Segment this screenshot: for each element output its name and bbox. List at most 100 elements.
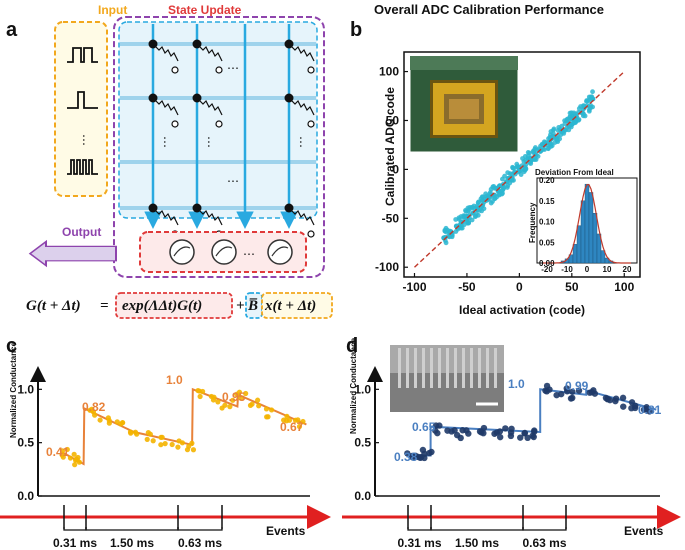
scatter-point <box>502 173 507 179</box>
resistor-terminal <box>215 120 223 128</box>
scatter-point <box>456 216 462 222</box>
inset-x-tick-label: 10 <box>603 265 612 274</box>
scatter-point <box>488 200 494 206</box>
interval-bracket <box>85 527 179 531</box>
y-tick-label: 0.5 <box>17 436 34 450</box>
measured-point <box>517 434 524 441</box>
equation-equals: = <box>100 298 109 314</box>
measured-point <box>543 382 551 390</box>
measured-point <box>227 404 233 410</box>
measured-point <box>496 433 504 441</box>
resistor-icon <box>290 209 315 226</box>
measured-point <box>491 430 498 437</box>
peak-value-label: 0.41 <box>46 445 70 459</box>
interval-bracket <box>177 527 223 531</box>
sem-stripe <box>446 348 449 388</box>
crossbar-grid: ⋯ ⋯ ⋯ ⋯ ⋯ <box>120 24 316 238</box>
scatter-point <box>573 111 578 117</box>
equation-term1-box <box>115 292 233 319</box>
measured-point <box>238 395 244 401</box>
inset-x-tick-label: 20 <box>623 265 632 274</box>
scatter-point <box>480 198 486 203</box>
equation-term3: x(t + Δt) <box>264 298 316 314</box>
measured-point <box>114 419 120 425</box>
measured-point <box>128 430 134 436</box>
scatter-point <box>586 108 592 114</box>
measured-point <box>295 417 301 423</box>
scatter-point <box>516 165 522 172</box>
sem-stripe <box>398 348 401 388</box>
sem-stripe <box>494 348 497 388</box>
scatter-point <box>470 205 475 210</box>
scatter-point <box>520 156 525 161</box>
scatter-point <box>507 171 513 177</box>
measured-point <box>575 387 583 394</box>
resistor-icon <box>198 99 223 116</box>
measured-point <box>421 454 428 462</box>
scatter-point <box>443 240 449 246</box>
gaussian-fit-line <box>543 184 631 264</box>
scatter-point <box>533 152 539 158</box>
inset-x-tick-label: 0 <box>585 265 590 274</box>
measured-point <box>230 397 236 403</box>
measured-point <box>502 425 509 432</box>
scatter-point <box>442 227 448 233</box>
resistor-terminal <box>307 230 315 238</box>
resistor-icon <box>154 99 179 116</box>
peak-value-label: 1.0 <box>508 377 525 391</box>
scatter-xlabel: Ideal activation (code) <box>459 303 585 317</box>
panel-d-label: d <box>346 335 358 357</box>
y-tick-label: 0.0 <box>17 489 34 503</box>
measured-point <box>67 455 74 461</box>
scatter-point <box>590 96 596 102</box>
measured-point <box>521 430 528 437</box>
inset-y-tick-label: 0.10 <box>539 218 555 227</box>
interval-label: 0.63 ms <box>178 536 222 550</box>
panel-d-series <box>404 382 657 462</box>
measured-point <box>620 403 627 410</box>
equation-plus: + <box>236 298 245 314</box>
scatter-point <box>532 146 538 152</box>
measured-point <box>283 418 290 424</box>
equation-term3-box <box>261 292 333 319</box>
measured-point <box>255 397 261 403</box>
measured-point <box>150 438 156 444</box>
scatter-point <box>548 144 554 149</box>
histogram-bar <box>600 250 606 264</box>
peak-value-label: 0.38 <box>394 450 418 464</box>
measured-point <box>569 388 576 395</box>
x-tick-label: 0 <box>516 280 523 294</box>
measured-point <box>524 434 531 442</box>
panel-d-ylabel: Normalized Conductance <box>349 337 358 434</box>
scatter-point <box>475 212 481 218</box>
panel-c-label: c <box>6 335 17 357</box>
resistor-terminal <box>171 66 179 74</box>
histogram-bar <box>572 244 578 264</box>
measured-point <box>147 431 153 437</box>
inset-x-tick-label: -20 <box>541 265 553 274</box>
input-box <box>54 21 108 197</box>
interval-bracket <box>407 527 432 531</box>
resistor-icon <box>290 45 315 62</box>
panel-c-ylabel: Normalized Conductance <box>9 341 18 438</box>
scatter-point <box>510 164 515 170</box>
panel-c-peak-labels: 0.41 0.82 1.0 0.95 0.67 <box>46 373 304 459</box>
scatter-point <box>551 126 557 132</box>
resistor-icon <box>154 45 179 62</box>
scatter-point <box>590 89 595 95</box>
peak-value-label: 0.81 <box>638 403 662 417</box>
measured-point <box>465 430 472 437</box>
scatter-point <box>476 199 482 205</box>
measured-point <box>134 431 140 437</box>
resistor-icon <box>290 99 315 116</box>
measured-point <box>195 387 201 394</box>
scatter-point <box>497 183 503 189</box>
scatter-series <box>414 71 625 268</box>
inset-y-tick-label: 0.15 <box>539 197 555 206</box>
resistor-icon <box>198 45 223 62</box>
measured-point <box>158 442 164 448</box>
y-tick-label: 1.0 <box>354 382 371 396</box>
resistor-terminal <box>215 66 223 74</box>
panel-c-interval-brackets: 0.31 ms 1.50 ms 0.63 ms <box>53 505 223 550</box>
panel-c-events-label: Events <box>266 524 306 538</box>
